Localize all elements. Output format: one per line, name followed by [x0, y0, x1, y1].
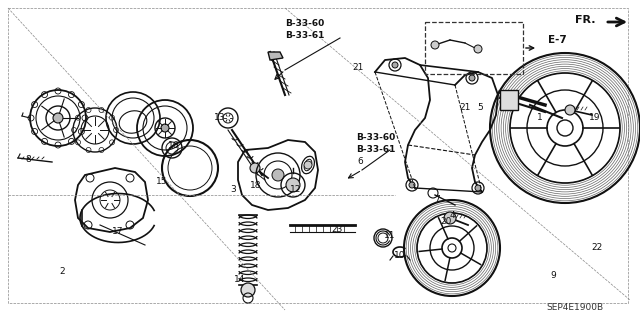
Circle shape [469, 75, 475, 81]
Text: 3: 3 [230, 186, 236, 195]
Text: 16: 16 [168, 140, 180, 150]
Circle shape [304, 161, 312, 169]
Circle shape [431, 41, 439, 49]
Text: 18: 18 [250, 182, 262, 190]
Text: 1: 1 [537, 114, 543, 122]
Text: B-33-60: B-33-60 [285, 19, 324, 28]
Text: 13: 13 [214, 114, 226, 122]
Text: 2: 2 [59, 268, 65, 277]
Text: B-33-60: B-33-60 [356, 133, 396, 143]
Text: 23: 23 [332, 226, 342, 234]
Circle shape [241, 283, 255, 297]
Text: 20: 20 [440, 218, 452, 226]
Text: SEP4E1900B: SEP4E1900B [547, 303, 604, 313]
Circle shape [286, 178, 300, 192]
Text: 19: 19 [589, 114, 601, 122]
Text: 7: 7 [434, 196, 440, 204]
Circle shape [409, 182, 415, 188]
Text: 8: 8 [25, 155, 31, 165]
Text: 15: 15 [156, 177, 168, 187]
Text: E-7: E-7 [548, 35, 567, 45]
Bar [425, 22, 523, 74]
Circle shape [161, 124, 169, 132]
Text: 10: 10 [394, 250, 406, 259]
Circle shape [565, 105, 575, 115]
Text: FR.: FR. [575, 15, 596, 25]
Text: 22: 22 [591, 243, 603, 253]
Text: 9: 9 [550, 271, 556, 279]
Circle shape [444, 212, 456, 224]
Text: 12: 12 [291, 186, 301, 195]
Circle shape [250, 163, 260, 173]
Circle shape [474, 45, 482, 53]
Text: 4: 4 [449, 211, 455, 219]
Circle shape [475, 185, 481, 191]
Text: B-33-61: B-33-61 [285, 31, 324, 40]
Text: 14: 14 [234, 276, 246, 285]
Text: 21: 21 [460, 103, 470, 113]
Text: 11: 11 [384, 231, 396, 240]
Polygon shape [268, 52, 283, 60]
Circle shape [53, 113, 63, 123]
Text: 21: 21 [352, 63, 364, 71]
Text: B-33-61: B-33-61 [356, 145, 396, 154]
Circle shape [272, 169, 284, 181]
Bar [500, 90, 518, 110]
Text: 6: 6 [357, 158, 363, 167]
Text: 17: 17 [112, 227, 124, 236]
Circle shape [392, 62, 398, 68]
Text: 5: 5 [477, 103, 483, 113]
